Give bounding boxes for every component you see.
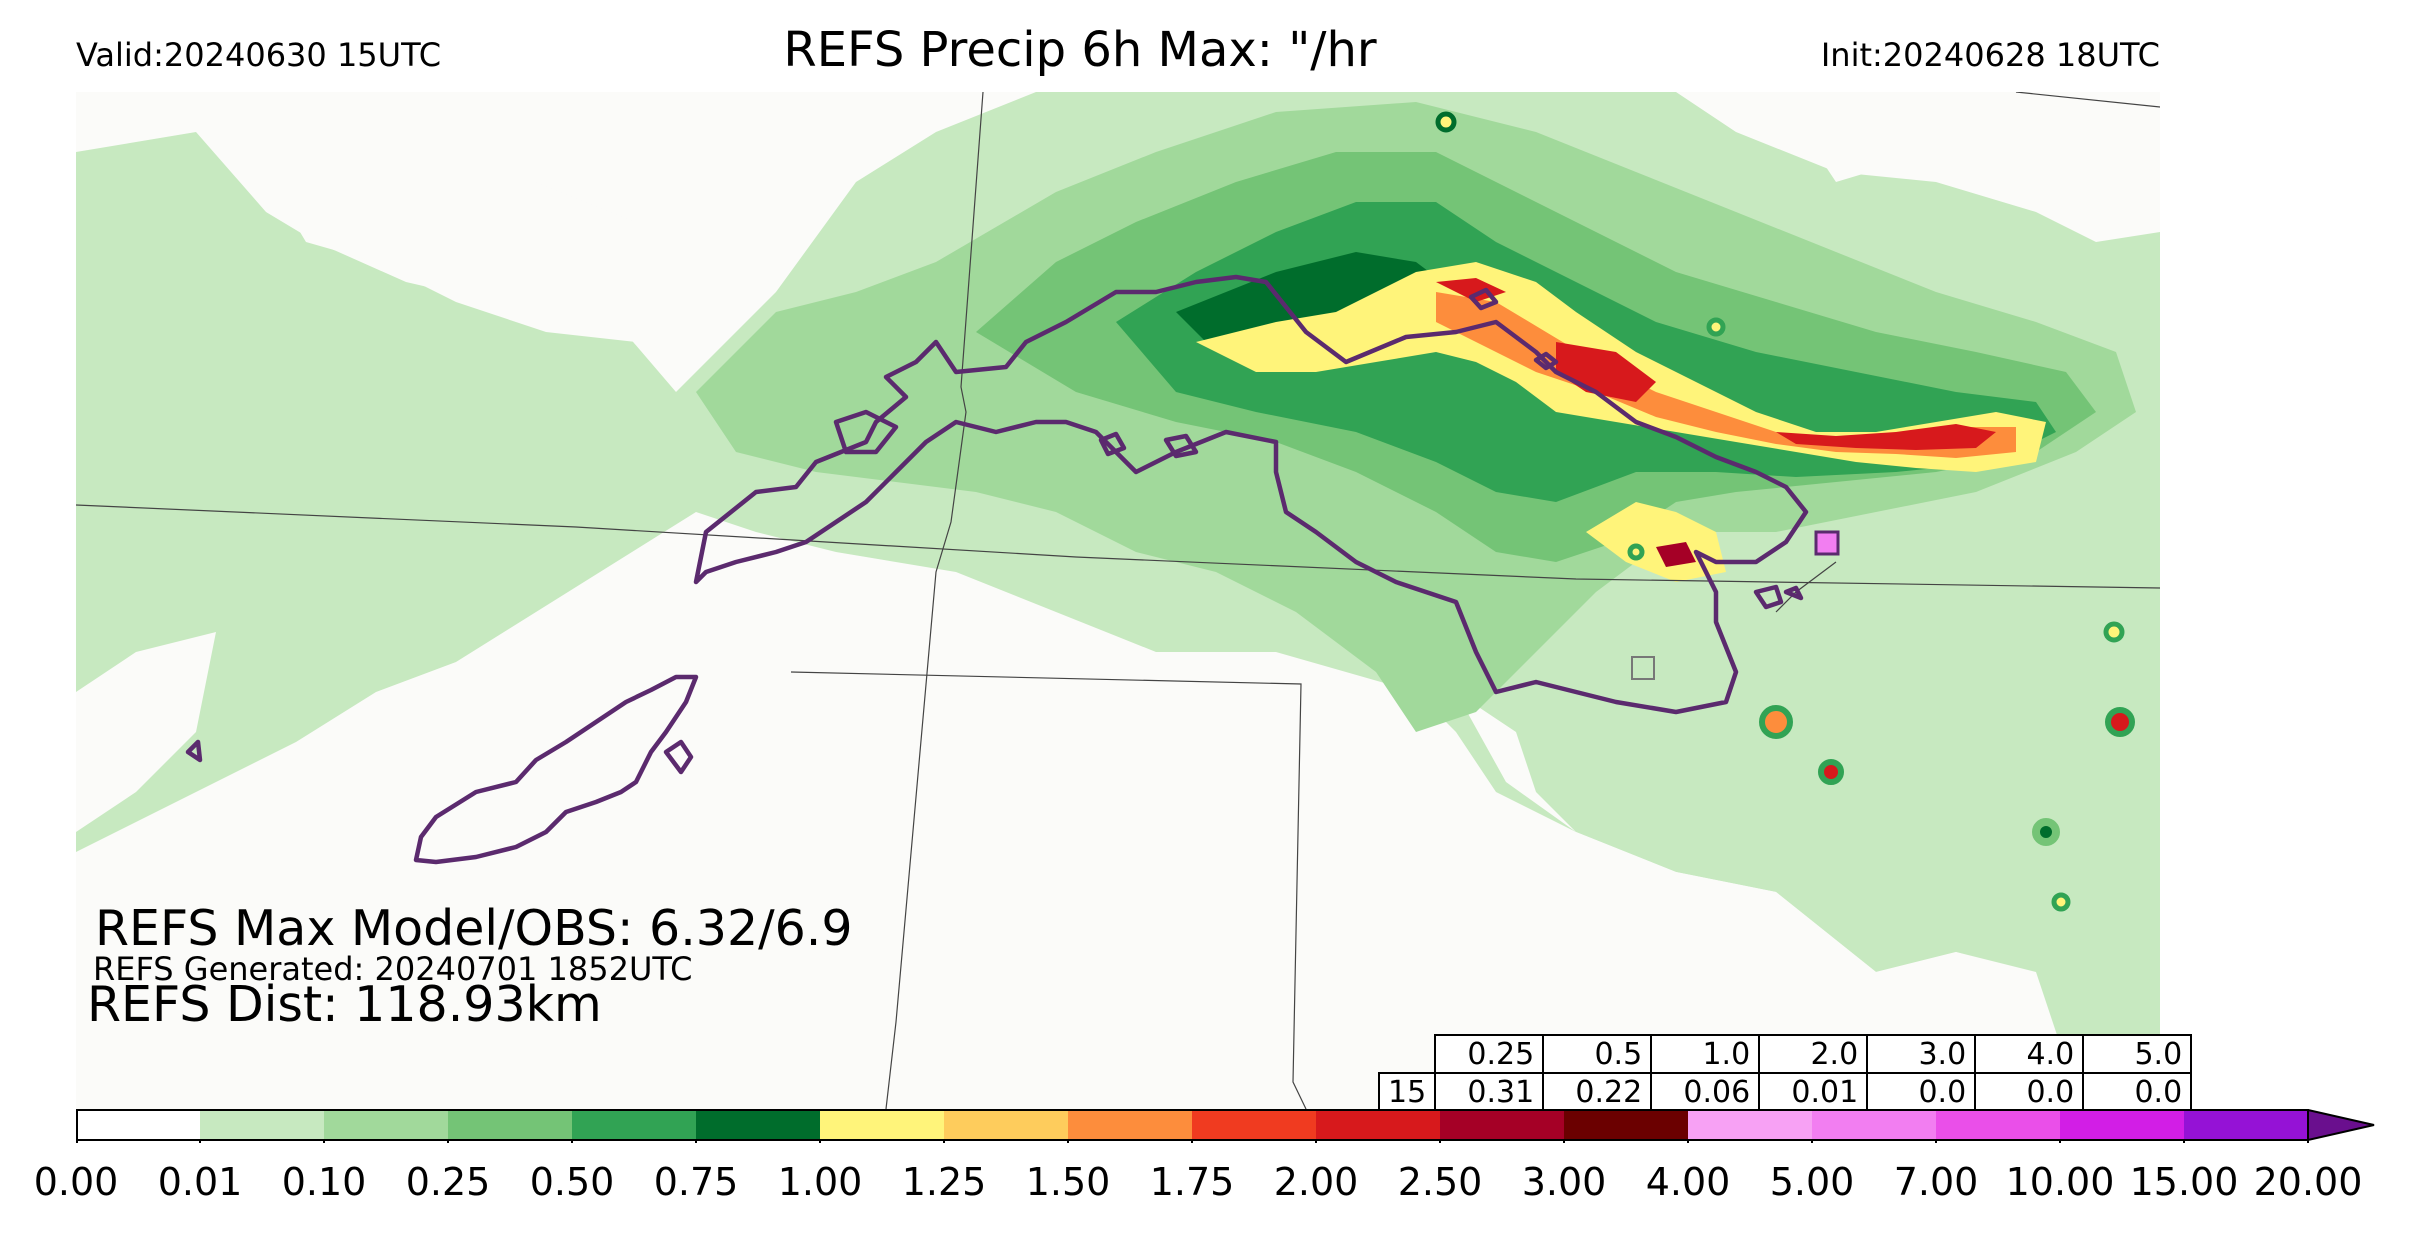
- colorbar-tick-label: 15.00: [2129, 1160, 2239, 1204]
- colorbar-tick-label: 5.00: [1769, 1160, 1855, 1204]
- colorbar-segment: [1068, 1110, 1192, 1140]
- colorbar-tick-label: 2.50: [1397, 1160, 1483, 1204]
- colorbar-segment: [1564, 1110, 1688, 1140]
- map-title: REFS Precip 6h Max: "/hr: [783, 22, 1377, 78]
- precip-gap: [1776, 92, 2160, 212]
- colorbar-segment: [1440, 1110, 1564, 1140]
- colorbar-tick-label: 1.00: [777, 1160, 863, 1204]
- value-cell: 0.01: [1758, 1072, 1869, 1112]
- value-cell: 0.0: [1974, 1072, 2085, 1112]
- precip-cell: [1435, 111, 1457, 133]
- colorbar-tick-label: 1.25: [901, 1160, 987, 1204]
- precip-cell: [1759, 705, 1793, 739]
- colorbar-tick-label: 7.00: [1893, 1160, 1979, 1204]
- colorbar-tick-label: 1.75: [1149, 1160, 1235, 1204]
- colorbar-segment: [1316, 1110, 1440, 1140]
- colorbar-extend-arrow: [2307, 1109, 2375, 1142]
- stats-generated: REFS Generated: 20240701 1852UTC: [93, 950, 693, 988]
- row-label: 15: [1377, 1072, 1437, 1112]
- threshold-value-row: 15 0.31 0.22 0.06 0.01 0.0 0.0 0.0: [1377, 1072, 2193, 1112]
- colorbar-segment: [200, 1110, 324, 1140]
- precip-gap: [76, 632, 216, 832]
- colorbar-tick-label: 4.00: [1645, 1160, 1731, 1204]
- value-cell: 0.06: [1650, 1072, 1761, 1112]
- colorbar-segment: [448, 1110, 572, 1140]
- colorbar-segment: [820, 1110, 944, 1140]
- colorbar-segment: [324, 1110, 448, 1140]
- colorbar-tick-label: 0.00: [33, 1160, 119, 1204]
- colorbar-tick-label: 1.50: [1025, 1160, 1111, 1204]
- colorbar-tick-label: 0.10: [281, 1160, 367, 1204]
- stats-max-model-obs: REFS Max Model/OBS: 6.32/6.9: [95, 900, 853, 957]
- precip-cell: [2103, 621, 2125, 643]
- precip-cell: [2032, 818, 2060, 846]
- threshold-table: 0.25 0.5 1.0 2.0 3.0 4.0 5.0 15 0.31 0.2…: [1377, 1034, 2193, 1112]
- value-cell: 0.0: [1866, 1072, 1977, 1112]
- colorbar-segment: [1812, 1110, 1936, 1140]
- colorbar-tick-label: 3.00: [1521, 1160, 1607, 1204]
- colorbar-tick-label: 0.25: [405, 1160, 491, 1204]
- precip-max-pink: [1814, 530, 1840, 556]
- threshold-cell: 4.0: [1974, 1034, 2085, 1074]
- value-cell: 0.22: [1542, 1072, 1653, 1112]
- precip-cell: [1818, 759, 1844, 785]
- valid-time: Valid:20240630 15UTC: [76, 36, 442, 74]
- colorbar-tick-label: 2.00: [1273, 1160, 1359, 1204]
- precip-gap: [1456, 692, 2076, 1109]
- precip-cell: [2051, 892, 2071, 912]
- boundary-lines: [76, 92, 2160, 1109]
- colorbar-segment: [76, 1110, 200, 1140]
- colorbar-segment: [2184, 1110, 2308, 1140]
- precip-cell: [1706, 317, 1726, 337]
- precip-map: [76, 92, 2160, 1109]
- threshold-cell: 2.0: [1758, 1034, 1869, 1074]
- threshold-cell: 1.0: [1650, 1034, 1761, 1074]
- precip-cell: [2105, 707, 2135, 737]
- colorbar-tick-label: 10.00: [2005, 1160, 2115, 1204]
- colorbar-tick-label: 0.01: [157, 1160, 243, 1204]
- obs-contours: [185, 274, 1809, 865]
- colorbar-segment: [1192, 1110, 1316, 1140]
- stats-distance: REFS Dist: 118.93km: [87, 976, 602, 1033]
- colorbar-tick-label: 20.00: [2253, 1160, 2363, 1204]
- colorbar-segment: [572, 1110, 696, 1140]
- colorbar-tick-label: 0.75: [653, 1160, 739, 1204]
- value-cell: 0.0: [2082, 1072, 2193, 1112]
- colorbar-segment: [1936, 1110, 2060, 1140]
- station-marker: [1631, 656, 1655, 680]
- colorbar: [76, 1109, 2375, 1143]
- precip-cell: [1627, 543, 1645, 561]
- threshold-cell: 0.25: [1434, 1034, 1545, 1074]
- threshold-cell: 3.0: [1866, 1034, 1977, 1074]
- table-corner: [1379, 1035, 1435, 1073]
- init-time: Init:20240628 18UTC: [1820, 36, 2160, 74]
- value-cell: 0.31: [1434, 1072, 1545, 1112]
- threshold-cell: 0.5: [1542, 1034, 1653, 1074]
- threshold-cell: 5.0: [2082, 1034, 2193, 1074]
- precip-gap: [276, 172, 686, 342]
- colorbar-tick-label: 0.50: [529, 1160, 615, 1204]
- precip-core-darkred: [1656, 542, 1696, 567]
- precip-core-red: [1776, 424, 1996, 450]
- colorbar-segment: [696, 1110, 820, 1140]
- colorbar-segment: [1688, 1110, 1812, 1140]
- colorbar-segment: [944, 1110, 1068, 1140]
- threshold-header-row: 0.25 0.5 1.0 2.0 3.0 4.0 5.0: [1379, 1034, 2193, 1074]
- colorbar-segment: [2060, 1110, 2184, 1140]
